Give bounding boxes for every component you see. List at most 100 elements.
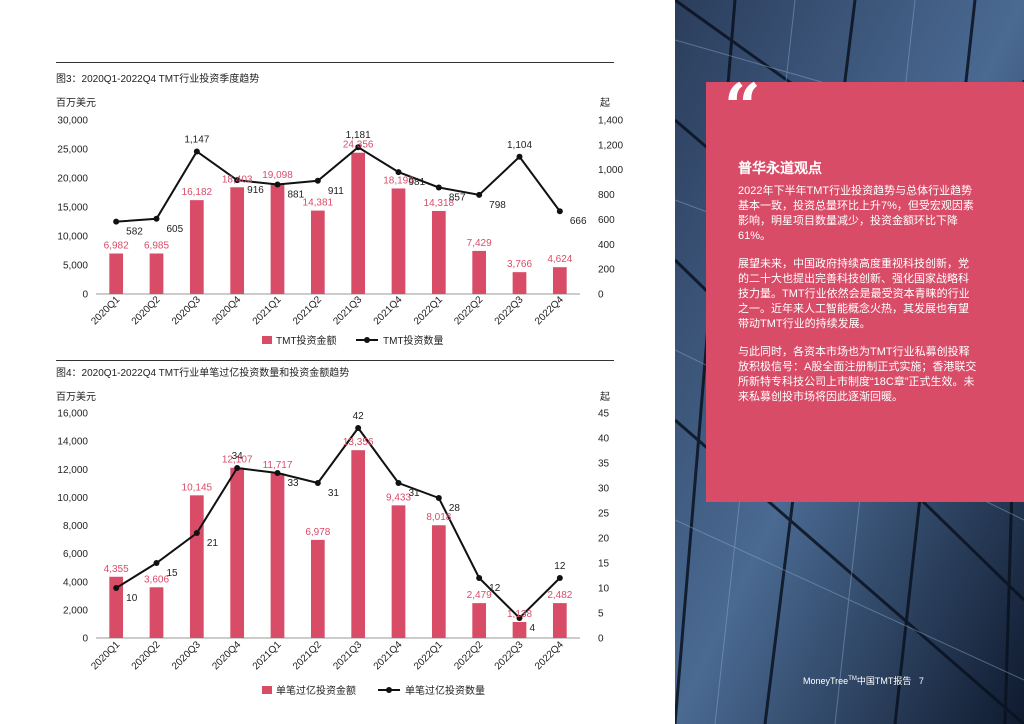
count-value-label: 4 <box>530 623 536 634</box>
count-point <box>314 480 321 486</box>
page-number: 7 <box>918 676 924 686</box>
footer-suffix: 中国TMT报告 <box>856 676 912 686</box>
bar <box>270 473 285 638</box>
count-point <box>193 148 200 155</box>
legend-line-marker <box>364 337 370 343</box>
bar <box>351 152 366 294</box>
bar <box>351 450 366 638</box>
count-point <box>435 184 442 191</box>
count-point <box>476 575 483 581</box>
left-axis-tick-label: 8,000 <box>63 521 88 532</box>
figure4-title: 图4：2020Q1-2022Q4 TMT行业单笔过亿投资数量和投资金额趋势 <box>56 368 350 379</box>
count-value-label: 21 <box>207 538 219 549</box>
bar <box>230 467 245 638</box>
legend-bar-swatch <box>262 336 272 344</box>
bar-value-label: 14,381 <box>303 198 334 209</box>
bar <box>552 267 567 294</box>
bar-value-label: 12,107 <box>222 455 253 466</box>
right-axis-tick-label: 30 <box>598 484 610 495</box>
footer-brand: MoneyTree <box>803 676 849 686</box>
bar <box>109 253 124 294</box>
page-footer: MoneyTreeTM中国TMT报告 7 <box>803 674 924 687</box>
count-point <box>476 191 483 198</box>
count-point <box>153 215 160 222</box>
bar <box>512 272 527 294</box>
count-value-label: 1,147 <box>184 134 209 145</box>
bar <box>472 250 487 294</box>
count-value-label: 15 <box>167 568 179 579</box>
count-series-line <box>116 145 561 223</box>
category-tick-label: 2020Q1 <box>89 639 122 672</box>
bar <box>472 603 487 638</box>
figure3-top-rule <box>56 62 614 63</box>
category-tick-label: 2021Q2 <box>291 639 324 672</box>
count-value-label: 31 <box>328 488 340 499</box>
category-tick-label: 2022Q3 <box>493 639 526 672</box>
count-point <box>516 615 523 621</box>
count-point <box>234 465 241 471</box>
count-point <box>234 177 241 184</box>
count-point <box>113 585 120 591</box>
right-axis-tick-label: 800 <box>598 190 615 201</box>
bar-value-label: 8,018 <box>426 512 451 523</box>
viewpoint-paragraph: 展望未来，中国政府持续高度重视科技创新，党的二十大也提出完善科技创新、强化国家战… <box>738 258 970 330</box>
left-axis-tick-label: 4,000 <box>63 577 88 588</box>
pwc-viewpoint-box: “ 普华永道观点 2022年下半年TMT行业投资趋势与总体行业趋势基本一致，投资… <box>706 76 1024 502</box>
count-value-label: 798 <box>489 200 506 211</box>
viewpoint-heading: 普华永道观点 <box>738 160 822 176</box>
bar-value-label: 18,403 <box>222 174 253 185</box>
count-value-label: 12 <box>554 561 566 572</box>
count-value-label: 881 <box>288 190 305 201</box>
count-point <box>395 169 402 176</box>
bar <box>270 183 285 294</box>
count-series-line <box>115 426 561 620</box>
count-point <box>435 495 442 501</box>
bar-value-label: 19,098 <box>262 170 293 181</box>
left-axis-tick-label: 25,000 <box>57 145 88 156</box>
left-axis-tick-label: 15,000 <box>57 203 88 214</box>
bar <box>391 188 406 294</box>
count-point <box>556 575 563 581</box>
count-value-label: 582 <box>126 227 143 238</box>
count-value-label: 42 <box>353 411 365 422</box>
right-axis-tick-label: 600 <box>598 215 615 226</box>
bar-value-label: 7,429 <box>467 238 492 249</box>
left-axis-tick-label: 2,000 <box>63 605 88 616</box>
right-axis-tick-label: 1,400 <box>598 116 623 127</box>
count-value-label: 1,104 <box>507 140 532 151</box>
bar <box>109 576 124 638</box>
category-tick-label: 2022Q2 <box>452 639 485 672</box>
bar-value-label: 10,145 <box>182 482 213 493</box>
bar-value-label: 24,356 <box>343 140 374 151</box>
category-tick-label: 2021Q1 <box>251 639 284 672</box>
bar <box>149 253 164 294</box>
right-axis-tick-label: 25 <box>598 509 610 520</box>
figure4-chart: 0 2,000 4,000 6,000 8,000 10,000 12,000 14,000 1… <box>57 409 610 698</box>
bar-value-label: 13,356 <box>343 437 374 448</box>
figure3-chart: 0 5,000 10,000 15,000 20,000 25,000 30,000 0 200… <box>57 116 623 348</box>
right-axis-tick-label: 1,000 <box>598 165 623 176</box>
bar-value-label: 2,482 <box>547 590 572 601</box>
right-axis-tick-label: 0 <box>598 634 604 645</box>
left-axis-tick-label: 6,000 <box>63 549 88 560</box>
category-tick-label: 2022Q4 <box>533 639 566 672</box>
bar-value-label: 4,355 <box>104 564 129 575</box>
bar-value-label: 3,606 <box>144 574 169 585</box>
bar-value-label: 6,982 <box>104 241 129 252</box>
legend-bar-label: TMT投资金额 <box>276 334 337 347</box>
right-axis-tick-label: 20 <box>598 534 610 545</box>
count-point <box>355 144 362 151</box>
left-axis-tick-label: 5,000 <box>63 261 88 272</box>
bar-value-label: 6,985 <box>144 240 169 251</box>
category-tick-label: 2020Q3 <box>170 639 203 672</box>
bar-value-label: 9,433 <box>386 492 411 503</box>
bar <box>552 603 567 638</box>
count-value-label: 981 <box>409 177 426 188</box>
count-value-label: 857 <box>449 192 466 203</box>
figure3-title: 图3：2020Q1-2022Q4 TMT行业投资季度趋势 <box>56 74 260 85</box>
bar <box>189 495 204 638</box>
bar <box>512 621 527 638</box>
count-value-label: 1,181 <box>346 130 371 141</box>
count-value-label: 605 <box>167 224 184 235</box>
bar <box>391 505 406 638</box>
